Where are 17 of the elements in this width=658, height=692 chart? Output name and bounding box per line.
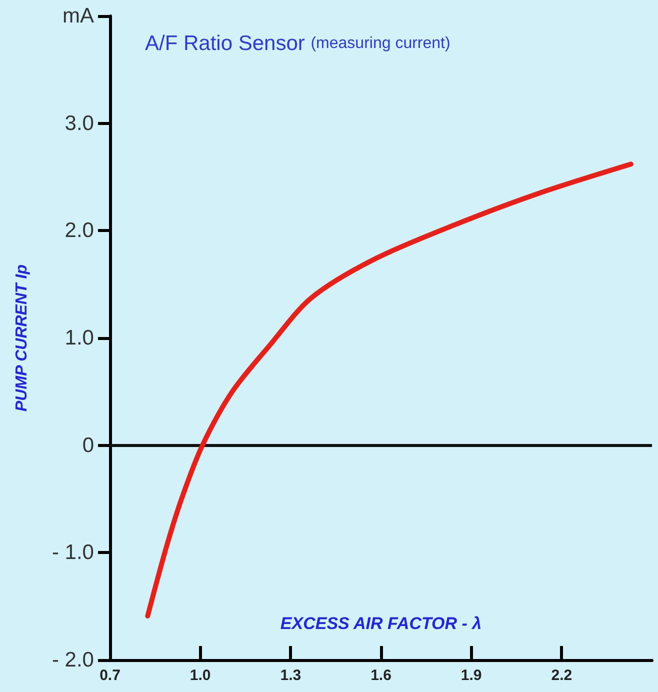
y-tick-label: 1.0 xyxy=(64,326,94,350)
y-axis-title: PUMP CURRENT Ip xyxy=(14,264,30,412)
y-tick-label: mA xyxy=(62,4,94,28)
text: A/F Ratio Sensor xyxy=(145,32,305,55)
text: (measuring current) xyxy=(310,35,450,52)
x-tick-label: 0.7 xyxy=(100,667,120,684)
y-tick-label: - 2.0 xyxy=(52,648,94,672)
x-tick-label: 2.2 xyxy=(551,667,572,684)
x-tick-label: 1.0 xyxy=(190,667,211,684)
y-tick-label: - 1.0 xyxy=(52,541,94,564)
x-tick-label: 1.3 xyxy=(280,667,302,684)
x-tick-label: 1.9 xyxy=(460,667,482,684)
x-tick-label: 1.6 xyxy=(370,667,392,684)
y-tick-label: 3.0 xyxy=(64,112,94,135)
x-axis-title: EXCESS AIR FACTOR - λ xyxy=(280,614,482,633)
y-tick-label: 0 xyxy=(82,434,94,457)
y-tick-label: 2.0 xyxy=(64,219,94,242)
